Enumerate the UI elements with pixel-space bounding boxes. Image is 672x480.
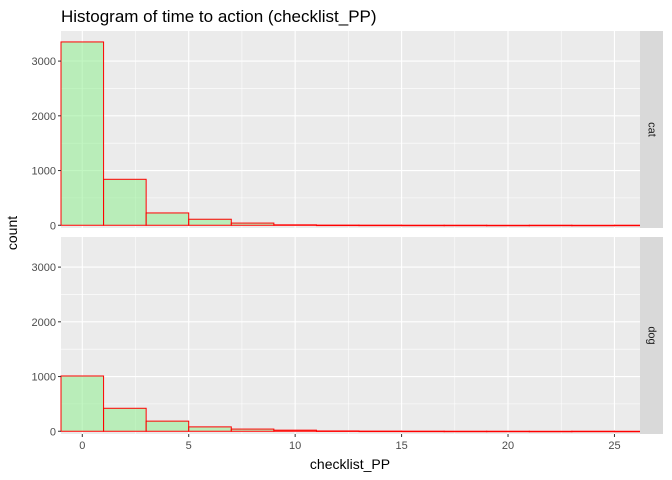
histogram-bar	[315, 430, 360, 432]
histogram-bar	[528, 224, 573, 227]
facet-strip-label: dog	[646, 326, 658, 344]
facet-strip	[640, 237, 663, 434]
y-tick-label: 2000	[32, 111, 56, 123]
chart-title: Histogram of time to action (checklist_P…	[61, 7, 377, 26]
histogram-bar	[145, 212, 190, 226]
histogram-bar	[103, 407, 147, 432]
y-tick-label: 1000	[32, 372, 56, 384]
histogram-bar	[60, 375, 105, 432]
facet-panel-cat: 0 1000 2000 3000 cat	[32, 31, 663, 232]
x-axis-title: checklist_PP	[310, 456, 390, 472]
panels-layer: 0 1000 2000 3000 cat 0 1000 2000 3000 dog 0 5 10 15 20…	[32, 31, 663, 452]
histogram-bar	[528, 430, 573, 433]
histogram-bar	[486, 224, 530, 227]
y-axis-title: count	[4, 216, 20, 250]
histogram-bar	[358, 430, 403, 433]
x-tick-label: 15	[395, 440, 407, 452]
histogram-bar	[188, 218, 232, 226]
panel-background	[61, 31, 640, 228]
facet-strip	[640, 31, 663, 228]
histogram-bar	[145, 420, 190, 432]
histogram-bar	[613, 224, 641, 227]
x-tick-label: 10	[289, 440, 301, 452]
y-tick-label: 0	[50, 220, 56, 232]
histogram-bar	[273, 429, 317, 432]
histogram-bar	[401, 430, 445, 433]
histogram-bar	[571, 430, 615, 433]
histogram-bar	[613, 430, 641, 433]
histogram-bar	[401, 224, 445, 227]
histogram-bar	[103, 178, 147, 226]
y-tick-label: 3000	[32, 56, 56, 68]
facet-panel-dog: 0 1000 2000 3000 dog	[32, 237, 663, 438]
histogram-bar	[60, 41, 105, 226]
histogram-bar	[443, 430, 488, 433]
histogram-bar	[230, 428, 275, 432]
histogram-bar	[230, 222, 275, 226]
y-tick-label: 1000	[32, 166, 56, 178]
histogram-bar	[315, 224, 360, 227]
y-tick-label: 2000	[32, 317, 56, 329]
x-tick-label: 0	[79, 440, 85, 452]
histogram-bar	[443, 224, 488, 227]
panel-background	[61, 237, 640, 434]
facet-strip-label: cat	[646, 122, 658, 137]
y-tick-label: 0	[50, 426, 56, 438]
histogram-bar	[188, 426, 232, 432]
x-tick-label: 20	[502, 440, 514, 452]
histogram-bar	[486, 430, 530, 433]
x-tick-label: 5	[186, 440, 192, 452]
histogram-bar	[273, 224, 317, 226]
histogram-bar	[571, 224, 615, 227]
histogram-bar	[358, 224, 403, 227]
x-tick-label: 25	[608, 440, 620, 452]
y-tick-label: 3000	[32, 262, 56, 274]
